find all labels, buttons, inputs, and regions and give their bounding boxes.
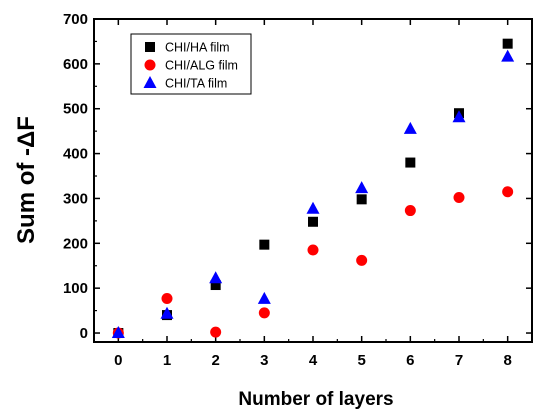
data-point [308, 216, 318, 227]
y-tick-label: 600 [63, 56, 88, 73]
data-point [502, 38, 513, 49]
x-tick-label: 8 [503, 352, 511, 369]
y-tick-label: 0 [80, 325, 88, 342]
legend-label: CHI/HA film [165, 41, 230, 55]
series-triangle [111, 49, 515, 339]
data-point [356, 194, 367, 205]
data-point [111, 326, 125, 339]
data-point [502, 186, 514, 198]
x-tick-label: 2 [211, 352, 219, 369]
data-point [210, 326, 222, 338]
x-tick-label: 7 [455, 352, 463, 369]
y-tick-label: 500 [63, 101, 88, 118]
data-point [161, 292, 173, 304]
data-point [453, 192, 465, 204]
legend-label: CHI/ALG film [165, 59, 238, 73]
x-tick-label: 3 [260, 352, 268, 369]
data-point [209, 271, 223, 284]
legend-marker-square [145, 42, 155, 52]
data-point [452, 110, 466, 123]
data-point [258, 307, 270, 319]
x-tick-label: 0 [114, 352, 122, 369]
y-tick-label: 300 [63, 190, 88, 207]
data-point [405, 157, 416, 168]
legend-marker-triangle [143, 76, 157, 88]
x-tick-label: 4 [309, 352, 318, 369]
y-tick-label: 100 [63, 280, 88, 297]
data-point [356, 254, 368, 266]
data-point [404, 205, 416, 217]
data-point [403, 121, 417, 134]
x-tick-label: 1 [163, 352, 171, 369]
data-point [257, 291, 271, 304]
data-point [210, 280, 221, 291]
legend-marker-circle [144, 59, 156, 71]
data-point [306, 201, 320, 214]
x-tick-label: 6 [406, 352, 414, 369]
y-axis-label: Sum of -ΔF [13, 116, 40, 244]
data-point [160, 306, 174, 319]
legend-label: CHI/TA film [165, 77, 227, 91]
data-point [501, 49, 515, 62]
series-circle [112, 186, 514, 339]
y-tick-label: 200 [63, 235, 88, 252]
data-point [307, 244, 319, 256]
x-axis-label: Number of layers [238, 389, 393, 410]
y-tick-label: 700 [63, 11, 88, 28]
data-point [355, 181, 369, 194]
x-tick-label: 5 [357, 352, 365, 369]
y-tick-label: 400 [63, 146, 88, 163]
data-point [259, 239, 270, 250]
